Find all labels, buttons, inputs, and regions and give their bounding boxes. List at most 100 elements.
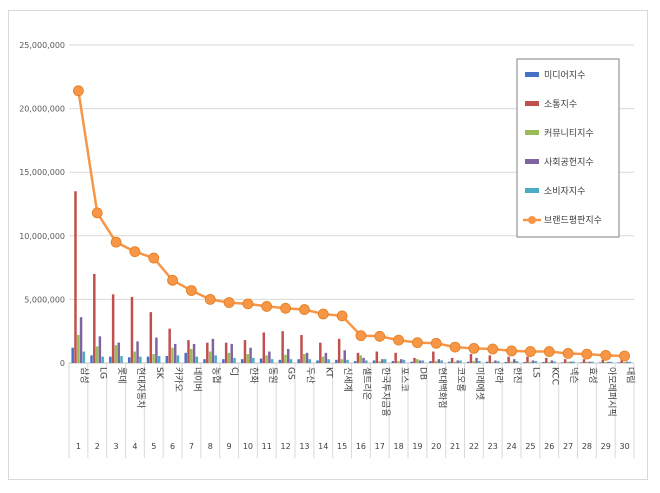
- bar-커뮤니티지수: [114, 345, 118, 363]
- rank-number: 7: [189, 442, 194, 451]
- bar-미디어지수: [127, 357, 131, 363]
- rank-number: 3: [114, 442, 119, 451]
- y-tick-label: 20,000,000: [19, 105, 65, 114]
- bar-사회공헌지수: [249, 347, 252, 363]
- rank-number: 13: [299, 442, 309, 451]
- bar-소비자지수: [176, 355, 180, 363]
- bar-미디어지수: [222, 359, 225, 363]
- category-label: 셀트리온: [361, 367, 372, 400]
- rank-number: 20: [431, 442, 441, 451]
- bar-소통지수: [375, 351, 379, 363]
- bar-소통지수: [413, 357, 416, 363]
- bar-커뮤니티지수: [585, 361, 589, 363]
- legend-swatch: [525, 130, 539, 135]
- bar-소비자지수: [101, 356, 104, 363]
- rank-number: 30: [619, 442, 629, 451]
- rank-number: 4: [132, 442, 137, 451]
- bar-미디어지수: [617, 362, 621, 363]
- y-tick-label: 10,000,000: [19, 232, 65, 241]
- bar-사회공헌지수: [475, 357, 478, 363]
- bar-소통지수: [432, 351, 435, 363]
- bar-커뮤니티지수: [227, 352, 231, 363]
- bar-소통지수: [224, 342, 228, 363]
- category-label: 포스코: [399, 367, 410, 392]
- bar-커뮤니티지수: [265, 355, 268, 363]
- point-브랜드평판지수: [129, 246, 141, 258]
- bar-커뮤니티지수: [510, 361, 513, 363]
- bar-사회공헌지수: [324, 352, 328, 363]
- bar-소비자지수: [609, 361, 613, 363]
- bar-소통지수: [563, 359, 567, 363]
- bar-커뮤니티지수: [95, 346, 99, 363]
- bar-소통지수: [545, 357, 548, 363]
- bar-미디어지수: [579, 362, 583, 363]
- bar-소통지수: [526, 356, 529, 363]
- bar-소통지수: [130, 296, 134, 363]
- bar-사회공헌지수: [343, 350, 346, 363]
- bar-사회공헌지수: [437, 359, 441, 363]
- rank-number: 2: [95, 442, 100, 451]
- bar-소비자지수: [553, 361, 556, 363]
- bar-미디어지수: [109, 356, 112, 363]
- category-label: 삼성: [78, 367, 89, 384]
- bar-사회공헌지수: [531, 360, 535, 363]
- bar-미디어지수: [71, 347, 74, 363]
- bar-소비자지수: [440, 360, 443, 363]
- bar-소통지수: [300, 335, 303, 363]
- bar-소비자지수: [120, 356, 123, 363]
- point-브랜드평판지수: [336, 310, 348, 322]
- category-label: DB: [417, 367, 427, 380]
- bar-소통지수: [74, 191, 77, 363]
- bar-사회공헌지수: [305, 352, 309, 363]
- point-브랜드평판지수: [562, 348, 574, 359]
- point-브랜드평판지수: [355, 330, 367, 342]
- bar-미디어지수: [259, 358, 263, 363]
- bar-사회공헌지수: [230, 343, 233, 363]
- bar-소통지수: [168, 328, 171, 363]
- bar-커뮤니티지수: [547, 361, 551, 363]
- point-브랜드평판지수: [619, 350, 630, 362]
- bar-소통지수: [356, 352, 360, 363]
- category-label: KT: [323, 367, 333, 378]
- bar-미디어지수: [335, 359, 338, 363]
- bar-소비자지수: [195, 356, 199, 363]
- category-label: 현대백화점: [436, 367, 448, 408]
- point-브랜드평판지수: [317, 308, 329, 320]
- bar-커뮤니티지수: [434, 361, 438, 363]
- rank-number: 5: [151, 442, 156, 451]
- bar-미디어지수: [353, 361, 357, 363]
- bar-커뮤니티지수: [208, 351, 212, 363]
- point-브랜드평판지수: [600, 349, 612, 361]
- bar-커뮤니티지수: [340, 359, 344, 363]
- bar-미디어지수: [391, 361, 395, 363]
- bar-사회공헌지수: [550, 360, 554, 363]
- bar-커뮤니티지수: [171, 347, 174, 363]
- bar-소비자지수: [421, 360, 425, 363]
- bar-소비자지수: [346, 359, 349, 363]
- bar-사회공헌지수: [625, 361, 629, 363]
- bar-소비자지수: [270, 359, 274, 363]
- category-label: 효성: [587, 367, 598, 384]
- point-브랜드평판지수: [412, 337, 423, 349]
- bar-소비자지수: [572, 361, 575, 363]
- bar-소비자지수: [383, 359, 387, 363]
- bar-소통지수: [187, 340, 190, 363]
- bar-사회공헌지수: [192, 343, 196, 363]
- rank-number: 9: [227, 442, 232, 451]
- category-label: 네이버: [191, 367, 202, 392]
- bar-소비자지수: [233, 357, 236, 363]
- bar-커뮤니티지수: [77, 335, 80, 363]
- category-label: SK: [154, 367, 164, 380]
- bar-소비자지수: [308, 359, 312, 363]
- y-tick-label: 5,000,000: [24, 295, 65, 304]
- point-브랜드평판지수: [167, 274, 178, 286]
- bar-사회공헌지수: [456, 360, 459, 363]
- category-label: 넥슨: [568, 367, 579, 384]
- bar-커뮤니티지수: [303, 354, 306, 363]
- bar-미디어지수: [504, 361, 508, 363]
- bar-커뮤니티지수: [378, 361, 381, 363]
- bar-커뮤니티지수: [321, 356, 325, 363]
- bar-미디어지수: [485, 361, 489, 363]
- chart-area: 0 5,000,000 10,000,000 15,000,000 20,000,000…: [8, 10, 648, 480]
